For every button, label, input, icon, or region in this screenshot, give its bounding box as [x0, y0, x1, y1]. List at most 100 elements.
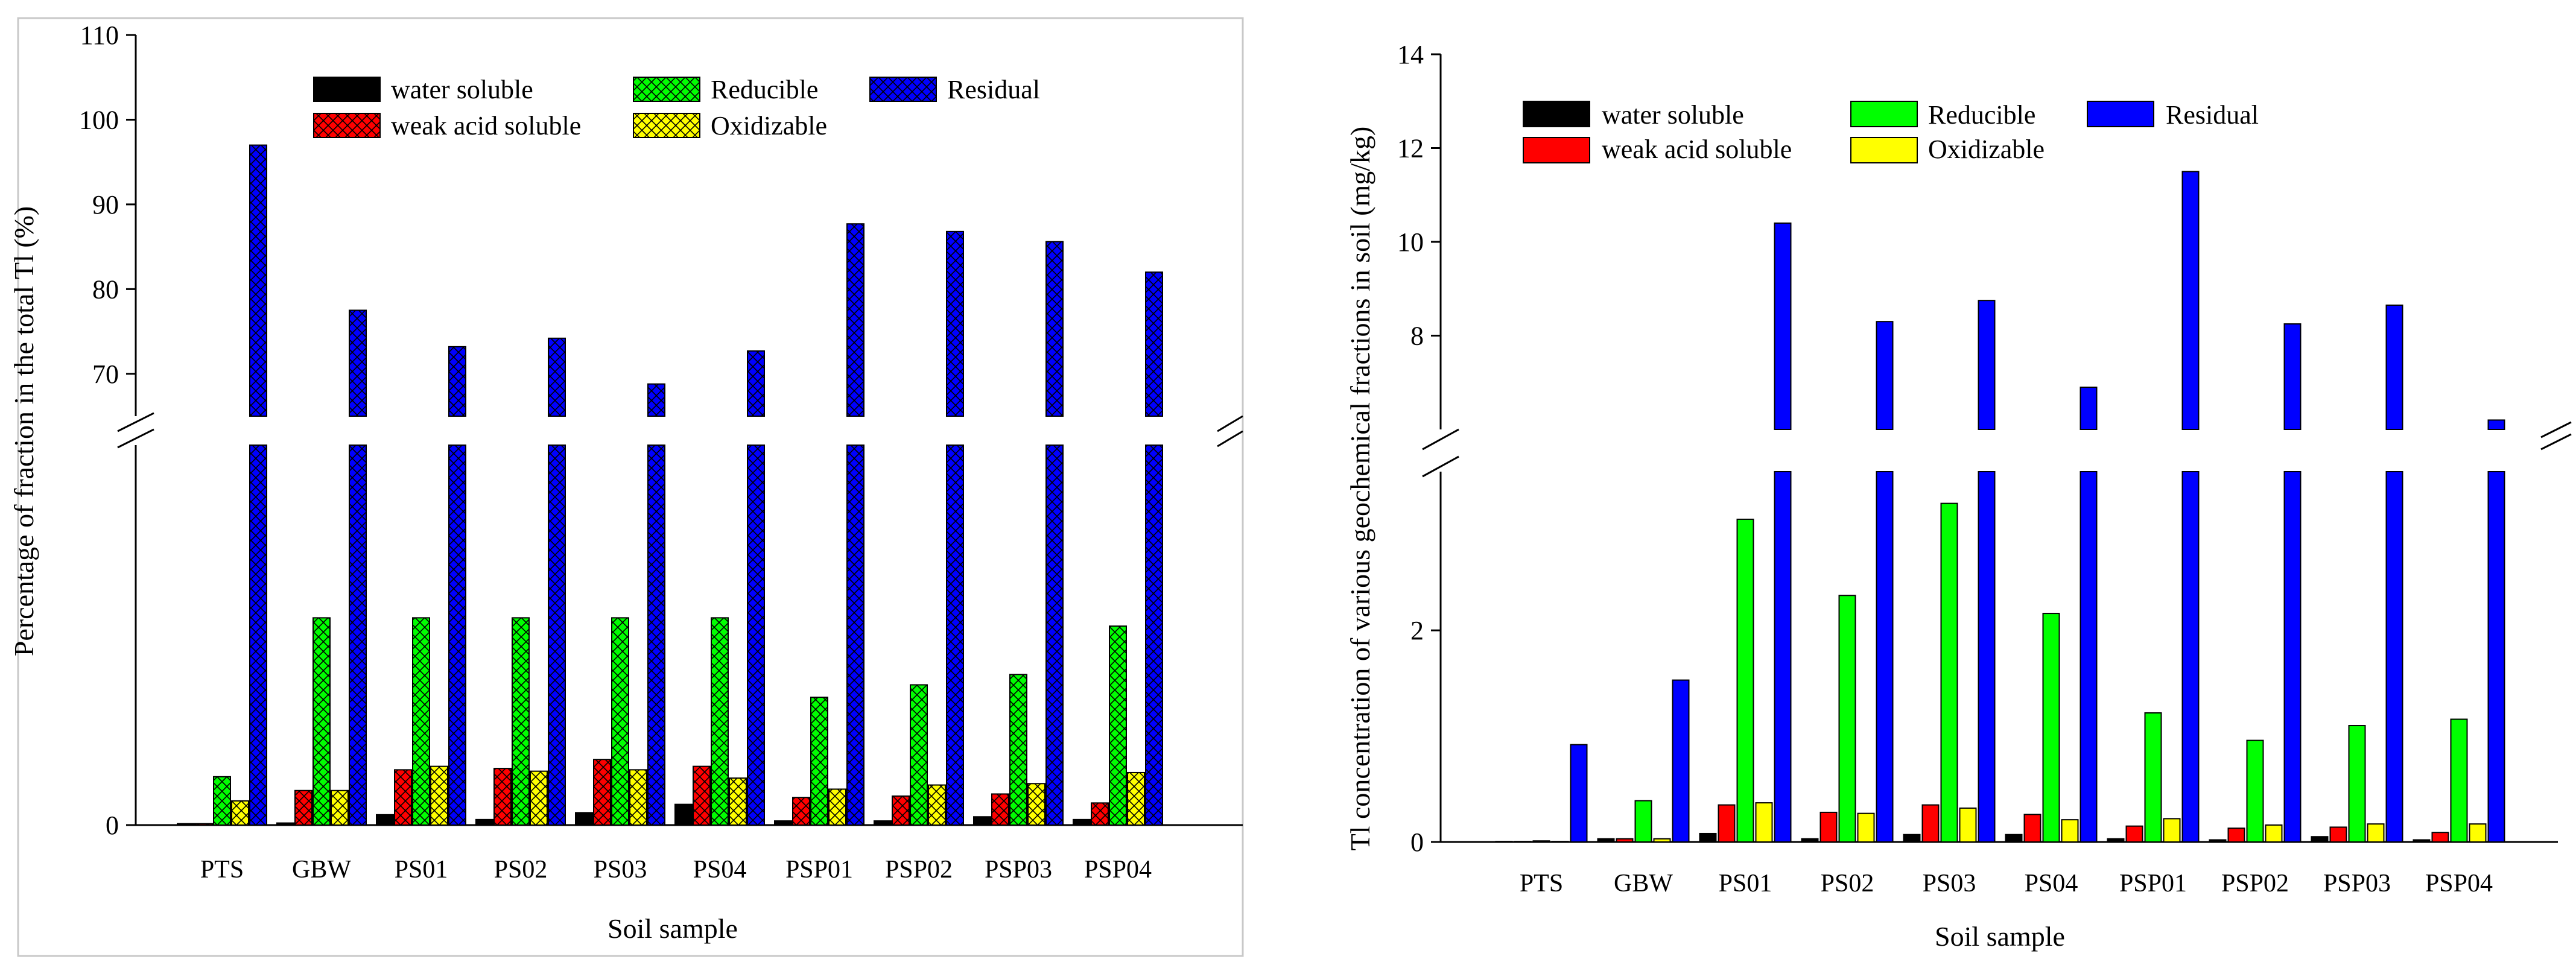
- bar-reducible-pts-hatch: [214, 776, 230, 825]
- category-label: PSP02: [2221, 870, 2289, 897]
- bar-residual-ps03-upper-hatch: [648, 384, 665, 416]
- bar-oxidizable-ps02-hatch: [530, 771, 547, 825]
- bar-residual-psp03-hatch: [1046, 445, 1063, 825]
- y-tick: 2: [1410, 616, 1441, 645]
- bar-residual-gbw: [1672, 679, 1690, 843]
- chart2-y-ticks: 8 10 12 14 0 2: [1397, 40, 1441, 857]
- bar-residual-ps02-hatch: [548, 445, 565, 825]
- category-label: GBW: [292, 856, 351, 884]
- chart2-bars: [1495, 171, 2505, 843]
- bar-water-soluble-psp02: [874, 820, 892, 826]
- category-label: PSP01: [785, 856, 853, 884]
- bar-residual-ps01: [1774, 471, 1792, 843]
- y-tick-label: 110: [80, 21, 119, 50]
- bar-weak-acid-pts-hatch: [195, 823, 212, 825]
- bar-reducible-ps03: [1940, 502, 1958, 843]
- bar-weak-acid-gbw: [1616, 838, 1634, 843]
- legend2-swatch-residual: [2087, 101, 2154, 127]
- category-label: PS03: [1923, 870, 1976, 897]
- y-tick-label: 0: [106, 811, 119, 840]
- bar-residual-ps03-hatch: [648, 445, 665, 825]
- bar-residual-pts-hatch: [250, 445, 267, 825]
- legend-label-water-soluble: water soluble: [391, 75, 533, 104]
- bar-reducible-ps02: [1838, 595, 1856, 843]
- legend2-label-reducible: Reducible: [1928, 100, 2035, 130]
- y-tick-label: 12: [1397, 134, 1424, 163]
- bar-residual-psp01-upper: [2181, 171, 2200, 430]
- y-tick: 100: [79, 105, 136, 134]
- bar-oxidizable-psp01: [2163, 818, 2181, 843]
- category-label: PSP04: [2425, 870, 2493, 897]
- chart1-bars: [177, 144, 1163, 826]
- bar-residual-psp04: [2487, 471, 2505, 843]
- y-tick: 90: [92, 190, 136, 220]
- bar-reducible-gbw-hatch: [313, 618, 330, 825]
- bar-weak-acid-psp01: [2125, 825, 2143, 843]
- bar-residual-psp02-upper-hatch: [947, 231, 963, 416]
- bar-water-soluble-ps01: [376, 814, 394, 826]
- bar-residual-ps02: [1876, 471, 1894, 843]
- bar-weak-acid-ps04-hatch: [693, 766, 710, 825]
- legend2-label-water-soluble: water soluble: [1602, 100, 1744, 130]
- bar-residual-psp04-upper: [2487, 419, 2505, 431]
- bar-residual-psp01-hatch: [847, 445, 864, 825]
- y-tick: 0: [1410, 827, 1441, 857]
- bar-reducible-ps03-hatch: [612, 618, 629, 825]
- bar-residual-psp01: [2181, 471, 2200, 843]
- chart2-y-axis-break: [1422, 428, 1459, 478]
- legend2-item-weak-acid: weak acid soluble: [1523, 134, 1792, 164]
- legend-label-reducible: Reducible: [711, 75, 818, 104]
- bar-weak-acid-psp04-hatch: [1091, 803, 1108, 825]
- bar-water-soluble-psp01: [2107, 838, 2125, 843]
- bar-weak-acid-ps03-hatch: [594, 759, 611, 825]
- bar-residual-ps04-upper: [2080, 387, 2098, 431]
- category-label: PSP01: [2119, 870, 2187, 897]
- chart2-legend: water soluble weak acid soluble Reducibl…: [1523, 100, 2259, 164]
- legend-item-oxidizable: Oxidizable: [633, 111, 827, 141]
- bar-residual-psp01-upper-hatch: [847, 224, 864, 416]
- bar-reducible-psp01: [2144, 712, 2162, 843]
- category-label: PSP04: [1084, 856, 1152, 884]
- legend-swatch-water-soluble: [313, 77, 381, 102]
- bar-water-soluble-psp02: [2209, 839, 2227, 843]
- bar-reducible-ps04-hatch: [711, 618, 728, 825]
- bar-reducible-ps02-hatch: [512, 618, 529, 825]
- legend-label-residual: Residual: [947, 75, 1040, 104]
- category-label: PS01: [1719, 870, 1772, 897]
- bar-water-soluble-psp04: [1073, 818, 1091, 826]
- y-tick: 0: [106, 811, 136, 840]
- chart1-x-label: Soil sample: [608, 913, 738, 944]
- bar-oxidizable-psp03: [2367, 823, 2385, 843]
- bar-residual-ps03-upper: [1978, 300, 1996, 430]
- bar-residual-psp02-hatch: [947, 445, 963, 825]
- bar-reducible-psp01-hatch: [811, 697, 828, 825]
- bar-residual-ps04: [2080, 471, 2098, 843]
- legend-item-water-soluble: water soluble: [313, 75, 533, 104]
- legend2-item-reducible: Reducible: [1850, 100, 2035, 130]
- bar-reducible-psp02-hatch: [910, 685, 927, 825]
- bar-oxidizable-psp04-hatch: [1128, 772, 1144, 825]
- chart1-category-labels: PTS GBW PS01 PS02 PS03 PS04 PSP01 PSP02 PSP03 PSP…: [200, 856, 1152, 884]
- y-tick-label: 100: [79, 105, 119, 134]
- bar-water-soluble-ps03: [575, 812, 593, 826]
- bar-residual-ps01-upper-hatch: [449, 346, 466, 416]
- category-label: PS01: [395, 856, 448, 884]
- legend2-item-water-soluble: water soluble: [1523, 100, 1744, 130]
- bar-water-soluble-psp03: [973, 816, 991, 826]
- bar-weak-acid-ps03: [1921, 804, 1940, 843]
- legend-hatch-weak-acid: [314, 113, 380, 138]
- category-label: PS04: [2025, 870, 2078, 897]
- bar-oxidizable-ps03: [1959, 807, 1977, 843]
- legend-hatch-residual: [870, 77, 936, 101]
- bar-reducible-pts: [1532, 840, 1550, 843]
- bar-water-soluble-psp04: [2413, 839, 2431, 843]
- bar-water-soluble-ps01: [1699, 832, 1717, 843]
- category-label: PS02: [494, 856, 548, 884]
- bar-oxidizable-psp02: [2265, 824, 2283, 843]
- chart2-x-label: Soil sample: [1935, 921, 2065, 952]
- bar-residual-ps02-upper: [1876, 321, 1894, 430]
- y-tick-label: 8: [1410, 321, 1424, 351]
- bar-weak-acid-gbw-hatch: [295, 790, 312, 825]
- legend-item-reducible: Reducible: [633, 75, 818, 104]
